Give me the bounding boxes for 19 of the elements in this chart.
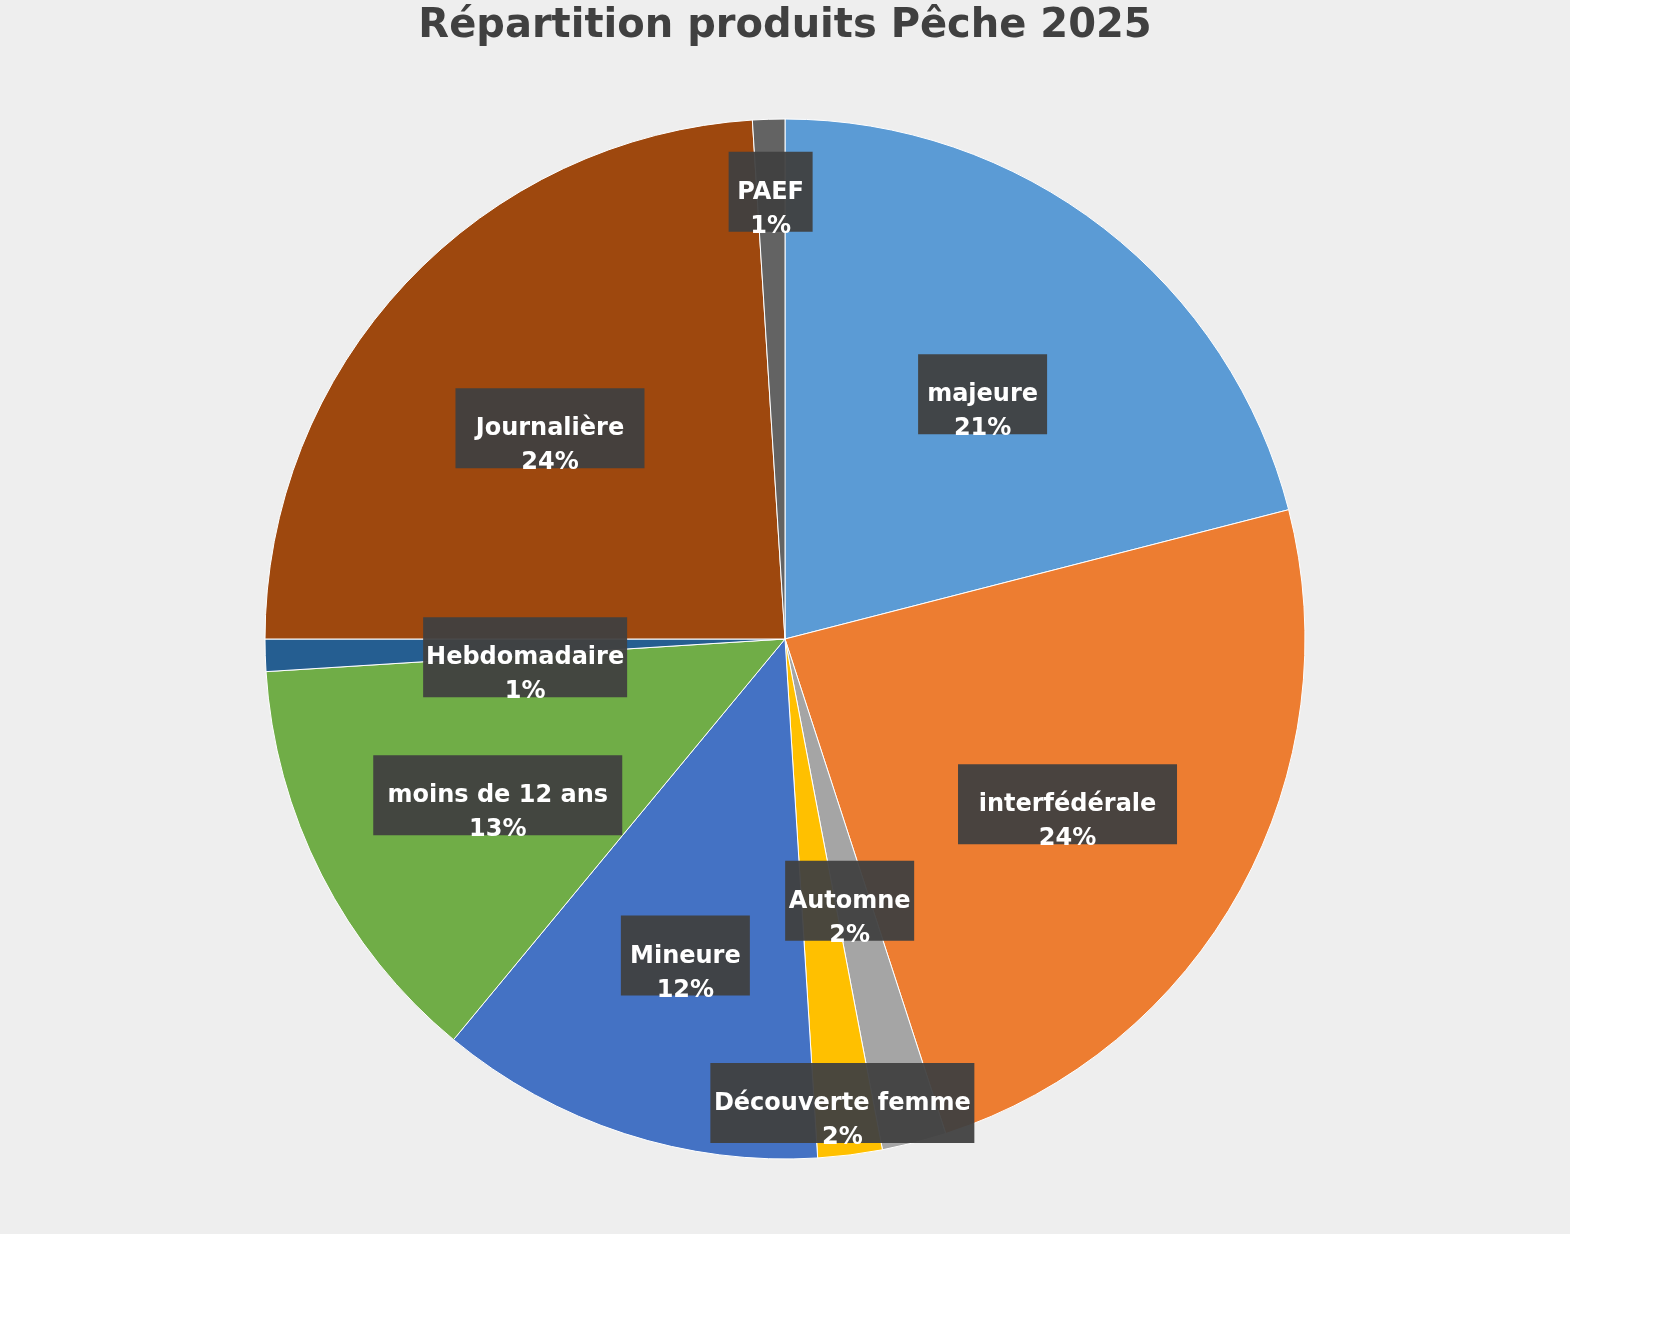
slice-label: Automne [788,885,911,914]
data-label: 12% [656,974,715,1003]
slice-label: Hebdomadaire [426,642,625,671]
slice-label: Journalière [473,413,625,442]
chart-title: Répartition produits Pêche 2025 [418,0,1152,46]
data-label: 2% [821,1121,863,1150]
slice-label: Découverte femme [713,1087,971,1116]
slice-label: PAEF [737,176,804,205]
slice-label: Mineure [630,940,741,969]
data-label: 21% [953,413,1012,442]
data-label: 24% [1038,823,1097,852]
data-label: 1% [750,210,791,239]
slice-label: moins de 12 ans [387,780,609,809]
slice-label: interfédérale [978,789,1157,818]
data-label: 13% [469,814,527,843]
data-label: 1% [504,676,546,705]
slice-label: majeure [927,379,1039,408]
data-label: 2% [829,919,871,948]
data-label: 24% [521,447,579,476]
